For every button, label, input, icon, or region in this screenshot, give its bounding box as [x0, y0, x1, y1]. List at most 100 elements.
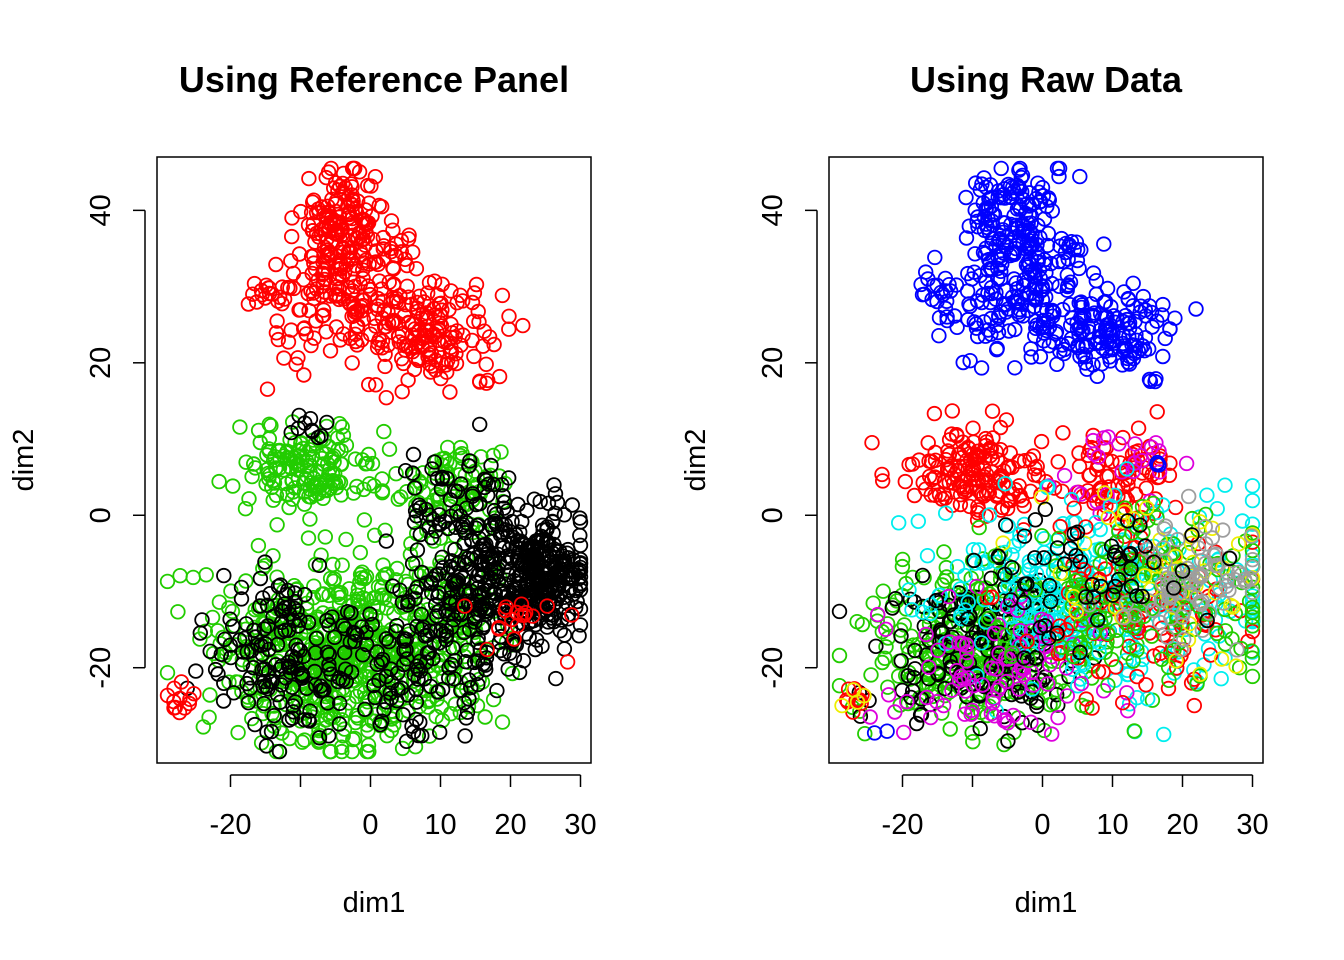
data-point [360, 737, 377, 753]
data-point [1050, 709, 1066, 726]
data-point [564, 497, 581, 513]
data-point [1118, 595, 1135, 611]
data-point [975, 555, 992, 571]
data-point [965, 420, 981, 436]
data-point [475, 619, 491, 635]
data-point [936, 573, 953, 589]
data-point [378, 694, 395, 710]
data-point [254, 287, 270, 303]
data-point [973, 360, 990, 376]
data-point [248, 693, 264, 709]
data-point [470, 303, 486, 320]
data-point [409, 618, 425, 634]
data-point [891, 515, 907, 531]
data-point [311, 730, 328, 746]
data-point [916, 570, 932, 586]
data-point [987, 625, 1003, 642]
data-point [1159, 629, 1176, 645]
data-point [966, 552, 982, 569]
data-point [904, 602, 920, 618]
data-point [309, 464, 325, 480]
data-point [383, 243, 399, 260]
data-point [1029, 458, 1045, 475]
data-point [343, 605, 359, 621]
data-point [371, 197, 387, 214]
data-point [421, 347, 438, 363]
data-point [332, 695, 348, 712]
data-point [1130, 420, 1147, 436]
data-point [269, 517, 285, 533]
data-point [416, 671, 433, 687]
data-point [365, 231, 381, 248]
data-point [572, 510, 588, 526]
data-point [923, 709, 939, 726]
panel-reference: Using Reference Panel-20 0 10 20 30dim1-2002… [8, 59, 597, 919]
data-point [982, 294, 999, 311]
data-point [974, 677, 991, 693]
data-point [918, 626, 934, 643]
data-point [408, 261, 425, 277]
data-point [237, 501, 254, 517]
data-point [1129, 588, 1145, 604]
data-point [225, 478, 241, 494]
data-point [1090, 449, 1107, 465]
data-point [893, 628, 909, 644]
data-point [1234, 513, 1251, 529]
data-point [445, 575, 462, 591]
data-point [989, 340, 1005, 357]
data-point [1148, 504, 1165, 521]
data-point [458, 500, 475, 516]
data-point [461, 458, 477, 474]
data-point [1049, 625, 1065, 641]
data-point [479, 554, 496, 570]
data-point [1040, 225, 1057, 242]
data-point [993, 263, 1009, 280]
data-point [1027, 650, 1044, 666]
data-point [1068, 548, 1084, 564]
data-point [1028, 290, 1045, 307]
data-point [333, 739, 350, 755]
data-point [261, 664, 277, 680]
data-point [923, 487, 939, 503]
data-point [1243, 643, 1260, 659]
data-point [1032, 229, 1048, 246]
data-point [350, 593, 366, 610]
data-point [963, 706, 979, 722]
data-point [981, 610, 997, 627]
data-point [1023, 623, 1040, 639]
data-point [1155, 726, 1172, 743]
data-point [921, 659, 937, 675]
data-point [345, 274, 362, 290]
data-point [232, 419, 248, 435]
data-point [306, 330, 322, 346]
data-point [1228, 658, 1244, 674]
data-point [571, 628, 587, 644]
data-point [1161, 467, 1178, 484]
data-point [202, 643, 218, 660]
data-point [546, 614, 562, 630]
data-point [1019, 576, 1035, 592]
data-point [1036, 550, 1052, 566]
data-point [1137, 538, 1154, 554]
data-point [461, 691, 477, 707]
data-point [228, 674, 244, 690]
data-point [1060, 335, 1077, 352]
data-point [463, 679, 479, 696]
data-point [990, 548, 1007, 564]
data-point [960, 611, 976, 627]
data-point [927, 469, 943, 485]
data-point [1041, 630, 1057, 646]
data-point [337, 621, 353, 637]
data-point [894, 558, 911, 575]
data-point [1054, 483, 1070, 500]
points-layer [831, 160, 1261, 753]
data-point [375, 241, 392, 257]
data-point [241, 491, 257, 507]
data-point [1023, 714, 1039, 731]
data-point [1201, 605, 1218, 621]
data-point [306, 255, 322, 271]
data-point [1053, 639, 1069, 655]
data-point [1016, 528, 1033, 544]
